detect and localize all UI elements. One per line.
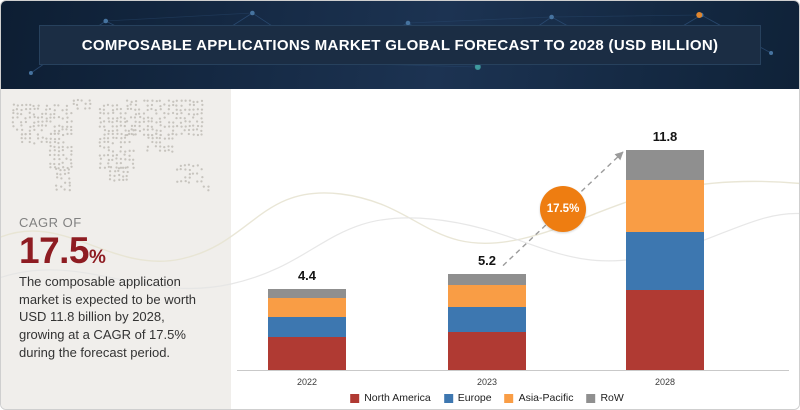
total-label-2023: 5.2 bbox=[477, 252, 497, 268]
bar-group: 4.4 2022 5.2 2023 11.8 2028 bbox=[231, 89, 799, 409]
legend-swatch bbox=[443, 393, 453, 403]
legend-swatch bbox=[350, 393, 360, 403]
page-title: COMPOSABLE APPLICATIONS MARKET GLOBAL FO… bbox=[81, 36, 719, 54]
cagr-label: CAGR OF bbox=[19, 215, 82, 230]
legend-item-row: RoW bbox=[586, 392, 624, 404]
cagr-badge: 17.5% bbox=[540, 186, 586, 232]
summary-text: The composable application market is exp… bbox=[19, 274, 197, 360]
bar-2028 bbox=[626, 150, 704, 371]
segment-asia-pacific-2022 bbox=[268, 297, 346, 317]
segment-europe-2023 bbox=[448, 307, 526, 332]
legend-item-north-america: North America bbox=[350, 392, 431, 404]
axis-baseline bbox=[237, 370, 789, 371]
title-bar: COMPOSABLE APPLICATIONS MARKET GLOBAL FO… bbox=[39, 25, 761, 65]
legend-swatch bbox=[586, 393, 596, 403]
segment-row-2023 bbox=[448, 273, 526, 285]
legend-swatch bbox=[504, 393, 514, 403]
legend-label: RoW bbox=[600, 392, 624, 404]
segment-row-2022 bbox=[268, 288, 346, 298]
legend-label: Asia-Pacific bbox=[518, 392, 574, 404]
legend-item-europe: Europe bbox=[443, 392, 492, 404]
year-label-2023: 2023 bbox=[476, 377, 498, 387]
world-map-graphic bbox=[11, 98, 210, 192]
legend-label: North America bbox=[364, 392, 431, 404]
segment-north-america-2022 bbox=[268, 337, 346, 371]
segment-europe-2028 bbox=[626, 232, 704, 291]
segment-north-america-2028 bbox=[626, 290, 704, 371]
total-label-2022: 4.4 bbox=[297, 267, 317, 283]
legend-label: Europe bbox=[457, 392, 492, 404]
banner: COMPOSABLE APPLICATIONS MARKET GLOBAL FO… bbox=[1, 1, 799, 89]
segment-asia-pacific-2023 bbox=[448, 284, 526, 308]
cagr-number: 17.5 bbox=[19, 230, 90, 271]
segment-north-america-2023 bbox=[448, 331, 526, 371]
summary-panel: CAGR OF 17.5% The composable application… bbox=[1, 89, 231, 409]
year-label-2022: 2022 bbox=[296, 377, 318, 387]
cagr-percent-sign: % bbox=[89, 247, 106, 268]
legend-item-asia-pacific: Asia-Pacific bbox=[504, 392, 574, 404]
legend: North America Europe Asia-Pacific RoW bbox=[350, 392, 624, 404]
content: CAGR OF 17.5% The composable application… bbox=[1, 89, 799, 409]
segment-asia-pacific-2028 bbox=[626, 179, 704, 233]
bar-2023 bbox=[448, 273, 526, 371]
bar-2022 bbox=[268, 288, 346, 371]
segment-europe-2022 bbox=[268, 316, 346, 338]
segment-row-2028 bbox=[626, 150, 704, 180]
total-label-2028: 11.8 bbox=[652, 129, 678, 144]
chart-area: 4.4 2022 5.2 2023 11.8 2028 17.5% North Ameri… bbox=[231, 89, 799, 409]
cagr-value: 17.5% bbox=[19, 232, 231, 269]
year-label-2028: 2028 bbox=[654, 377, 676, 387]
